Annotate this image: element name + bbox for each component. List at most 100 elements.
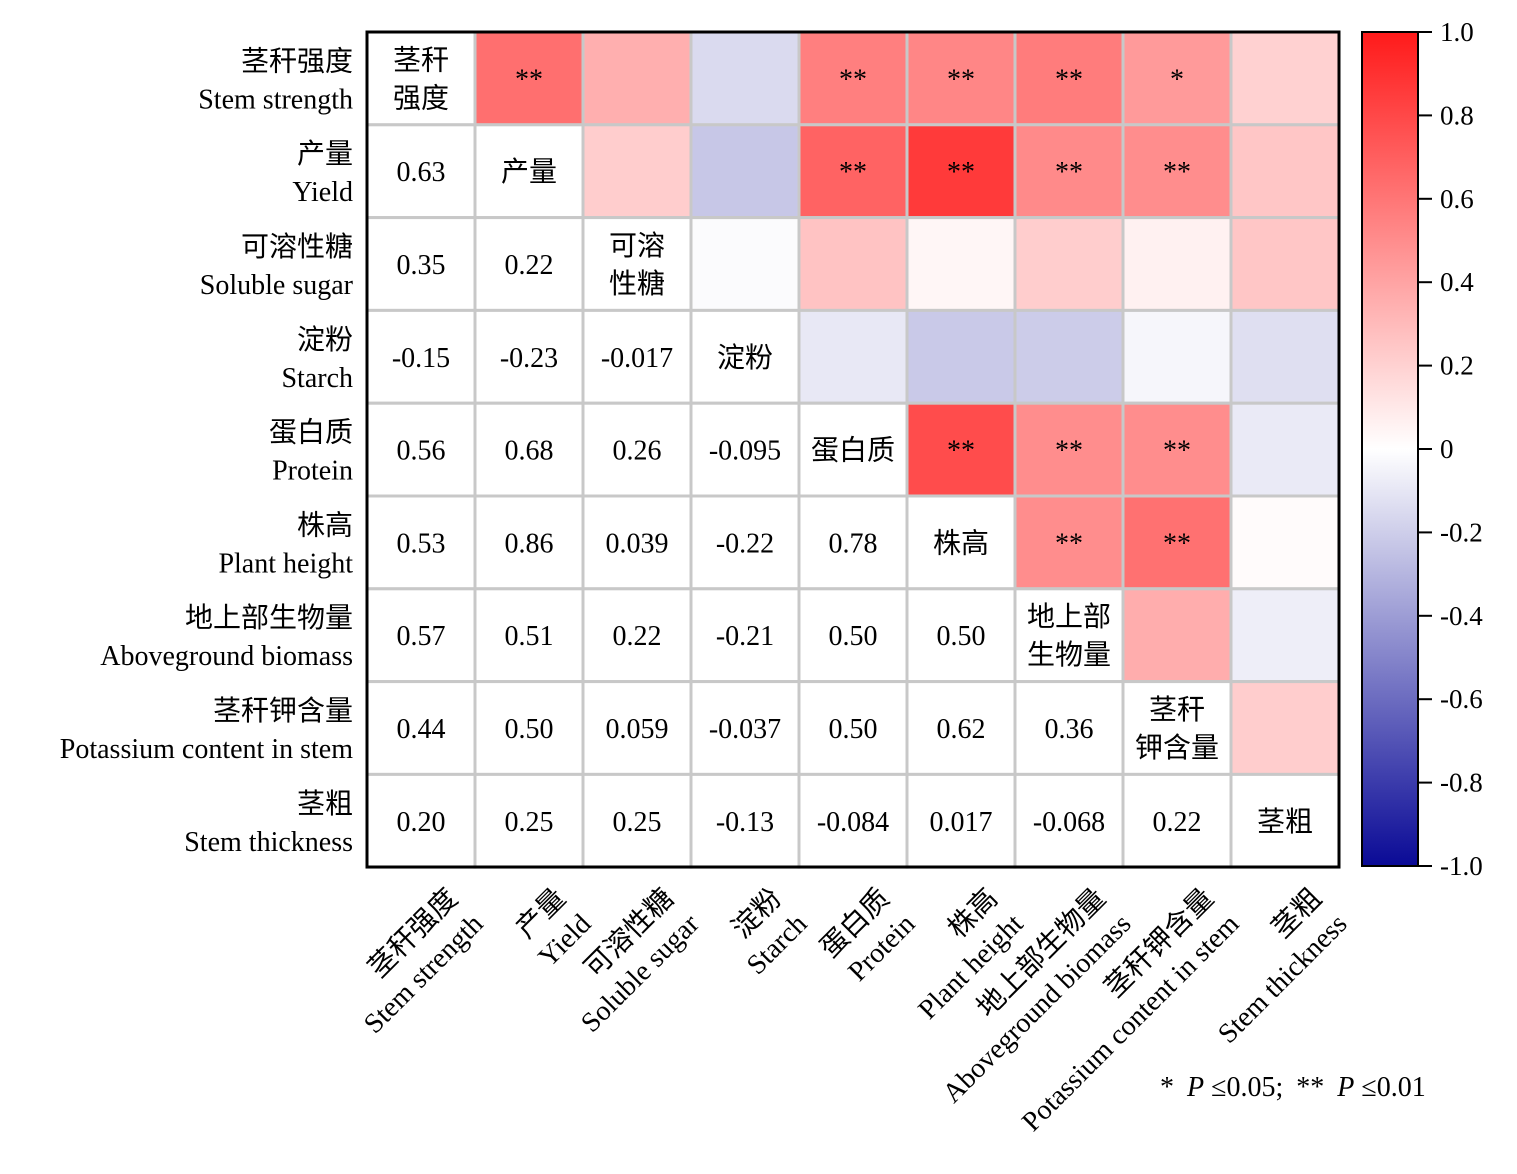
row-label-zh: 可溶性糖 — [241, 231, 353, 263]
heatmap-cell-r5-c2 — [581, 494, 693, 591]
heatmap-cell-r5-c0 — [365, 494, 477, 591]
row-label-zh: 产量 — [297, 138, 353, 170]
heatmap-cell-r4-c0 — [365, 401, 477, 498]
heatmap-cell-r2-c3 — [689, 216, 801, 312]
heatmap-cell-r3-c4 — [797, 308, 909, 405]
heatmap-cell-r2-c6 — [1013, 216, 1125, 312]
row-label-zh: 淀粉 — [297, 324, 353, 356]
diagonal-label: 地上部 — [1027, 601, 1111, 633]
significance-mark: ** — [1055, 157, 1083, 188]
correlation-value: 0.86 — [505, 528, 554, 559]
note-p1: P — [1186, 1072, 1204, 1103]
row-label-en: Stem thickness — [184, 827, 353, 858]
correlation-value: 0.36 — [1045, 714, 1094, 745]
correlation-value: 0.57 — [397, 621, 446, 652]
heatmap-cell-r1-c6 — [1013, 123, 1125, 220]
heatmap-cell-r7-c5 — [905, 680, 1017, 776]
correlation-value: 0.35 — [397, 250, 446, 281]
correlation-value: -0.23 — [500, 343, 558, 374]
correlation-value: -0.037 — [709, 714, 781, 745]
row-label-en: Protein — [272, 456, 353, 487]
correlation-value: 0.22 — [1153, 807, 1202, 838]
correlation-value: 0.20 — [397, 807, 446, 838]
heatmap-cell-r6-c7 — [1121, 587, 1233, 684]
heatmap-cell-r3-c5 — [905, 308, 1017, 405]
heatmap-cell-r7-c8 — [1229, 680, 1341, 776]
correlation-value: 0.56 — [397, 436, 446, 467]
correlation-value: -0.21 — [716, 621, 774, 652]
heatmap-cell-r3-c1 — [473, 308, 585, 405]
heatmap-cell-r7-c4 — [797, 680, 909, 776]
heatmap-cell-r8-c6 — [1013, 772, 1125, 869]
diagonal-label: 蛋白质 — [811, 435, 895, 467]
significance-mark: ** — [1163, 528, 1191, 559]
diagonal-label: 生物量 — [1027, 639, 1111, 671]
heatmap-cell-r0-c2 — [581, 30, 693, 127]
row-label-en: Stem strength — [198, 84, 353, 115]
heatmap-cell-r0-c3 — [689, 30, 801, 127]
diagonal-label: 茎秆 — [393, 44, 449, 76]
correlation-value: 0.039 — [606, 528, 669, 559]
heatmap-cell-r6-c4 — [797, 587, 909, 684]
heatmap-cell-r2-c7 — [1121, 216, 1233, 312]
row-label-zh: 茎秆强度 — [241, 45, 353, 77]
heatmap-cell-labels: 茎秆强度** ** ** ** *0.63 产量 ** ** ** **0.35 0.22可溶性糖-… — [392, 44, 1313, 837]
heatmap-cell-r6-c6 — [1013, 587, 1125, 684]
heatmap-cell-r8-c0 — [365, 772, 477, 869]
diagonal-label: 淀粉 — [717, 342, 773, 374]
heatmap-cell-r5-c4 — [797, 494, 909, 591]
heatmap-cell-r7-c3 — [689, 680, 801, 776]
note-star1: * — [1160, 1072, 1174, 1103]
note-cond2: ≤0.01 — [1361, 1072, 1425, 1103]
correlation-value: 0.26 — [613, 436, 662, 467]
heatmap-cell-r2-c4 — [797, 216, 909, 312]
significance-mark: ** — [947, 64, 975, 95]
color-scale-tick-label: 1.0 — [1440, 17, 1474, 47]
heatmap-cell-r3-c3 — [689, 308, 801, 405]
heatmap-cell-r5-c8 — [1229, 494, 1341, 591]
row-label-zh: 茎粗 — [297, 788, 353, 820]
color-scale-bar — [1361, 31, 1419, 867]
correlation-value: 0.25 — [613, 807, 662, 838]
heatmap-cell-r5-c5 — [905, 494, 1017, 591]
diagonal-label: 茎秆 — [1149, 694, 1205, 726]
heatmap-cell-r7-c2 — [581, 680, 693, 776]
correlation-value: -0.15 — [392, 343, 450, 374]
significance-mark: * — [1170, 64, 1184, 95]
correlation-value: 0.22 — [505, 250, 554, 281]
diagonal-label: 可溶 — [609, 230, 665, 262]
correlation-value: 0.68 — [505, 436, 554, 467]
diagonal-label: 钾含量 — [1135, 732, 1219, 764]
heatmap-cell-r4-c8 — [1229, 401, 1341, 498]
color-scale-ticks: 1.0 0.8 0.6 0.4 0.2 0 -0.2 -0.4 -0.6 -0.8 -1.0 — [1418, 17, 1483, 881]
heatmap-cell-r2-c0 — [365, 216, 477, 312]
heatmap-cells — [365, 30, 1341, 869]
correlation-value: 0.50 — [505, 714, 554, 745]
diagonal-label: 性糖 — [609, 268, 665, 300]
heatmap-cell-r1-c3 — [689, 123, 801, 220]
heatmap-cell-r7-c0 — [365, 680, 477, 776]
row-label-en: Starch — [281, 363, 353, 394]
heatmap-cell-r8-c3 — [689, 772, 801, 869]
correlation-value: 0.50 — [829, 621, 878, 652]
heatmap-cell-r3-c8 — [1229, 308, 1341, 405]
diagonal-label: 强度 — [393, 82, 449, 114]
color-scale-tick-label: 0 — [1440, 434, 1454, 464]
heatmap-cell-r1-c8 — [1229, 123, 1341, 220]
heatmap-cell-r2-c8 — [1229, 216, 1341, 312]
correlation-value: 0.50 — [937, 621, 986, 652]
correlation-value: -0.095 — [709, 436, 781, 467]
color-scale-tick-label: 0.2 — [1440, 351, 1474, 381]
heatmap-cell-r0-c1 — [473, 30, 585, 127]
diagonal-label: 茎粗 — [1257, 806, 1313, 838]
row-label-zh: 茎秆钾含量 — [213, 695, 353, 727]
heatmap-cell-r8-c4 — [797, 772, 909, 869]
row-label-en: Aboveground biomass — [100, 641, 353, 672]
significance-mark: ** — [1055, 64, 1083, 95]
heatmap-cell-r5-c1 — [473, 494, 585, 591]
color-scale-tick-label: -0.8 — [1440, 768, 1483, 798]
correlation-value: -0.017 — [601, 343, 673, 374]
